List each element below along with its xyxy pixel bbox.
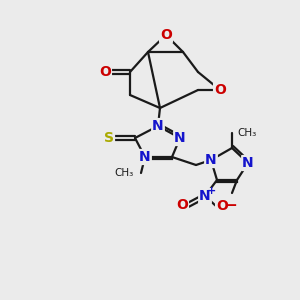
Text: O: O — [214, 83, 226, 97]
Text: −: − — [225, 199, 237, 214]
Text: N: N — [242, 156, 254, 170]
Text: S: S — [104, 131, 114, 145]
Text: N: N — [199, 189, 211, 203]
Text: N: N — [139, 150, 151, 164]
Text: O: O — [160, 28, 172, 42]
Text: CH₃: CH₃ — [237, 128, 256, 138]
Text: O: O — [176, 198, 188, 212]
Text: +: + — [206, 186, 216, 196]
Text: CH₃: CH₃ — [115, 168, 134, 178]
Text: N: N — [174, 131, 186, 145]
Text: O: O — [99, 65, 111, 79]
Text: O: O — [216, 199, 228, 213]
Text: N: N — [205, 153, 217, 167]
Text: N: N — [152, 119, 164, 133]
